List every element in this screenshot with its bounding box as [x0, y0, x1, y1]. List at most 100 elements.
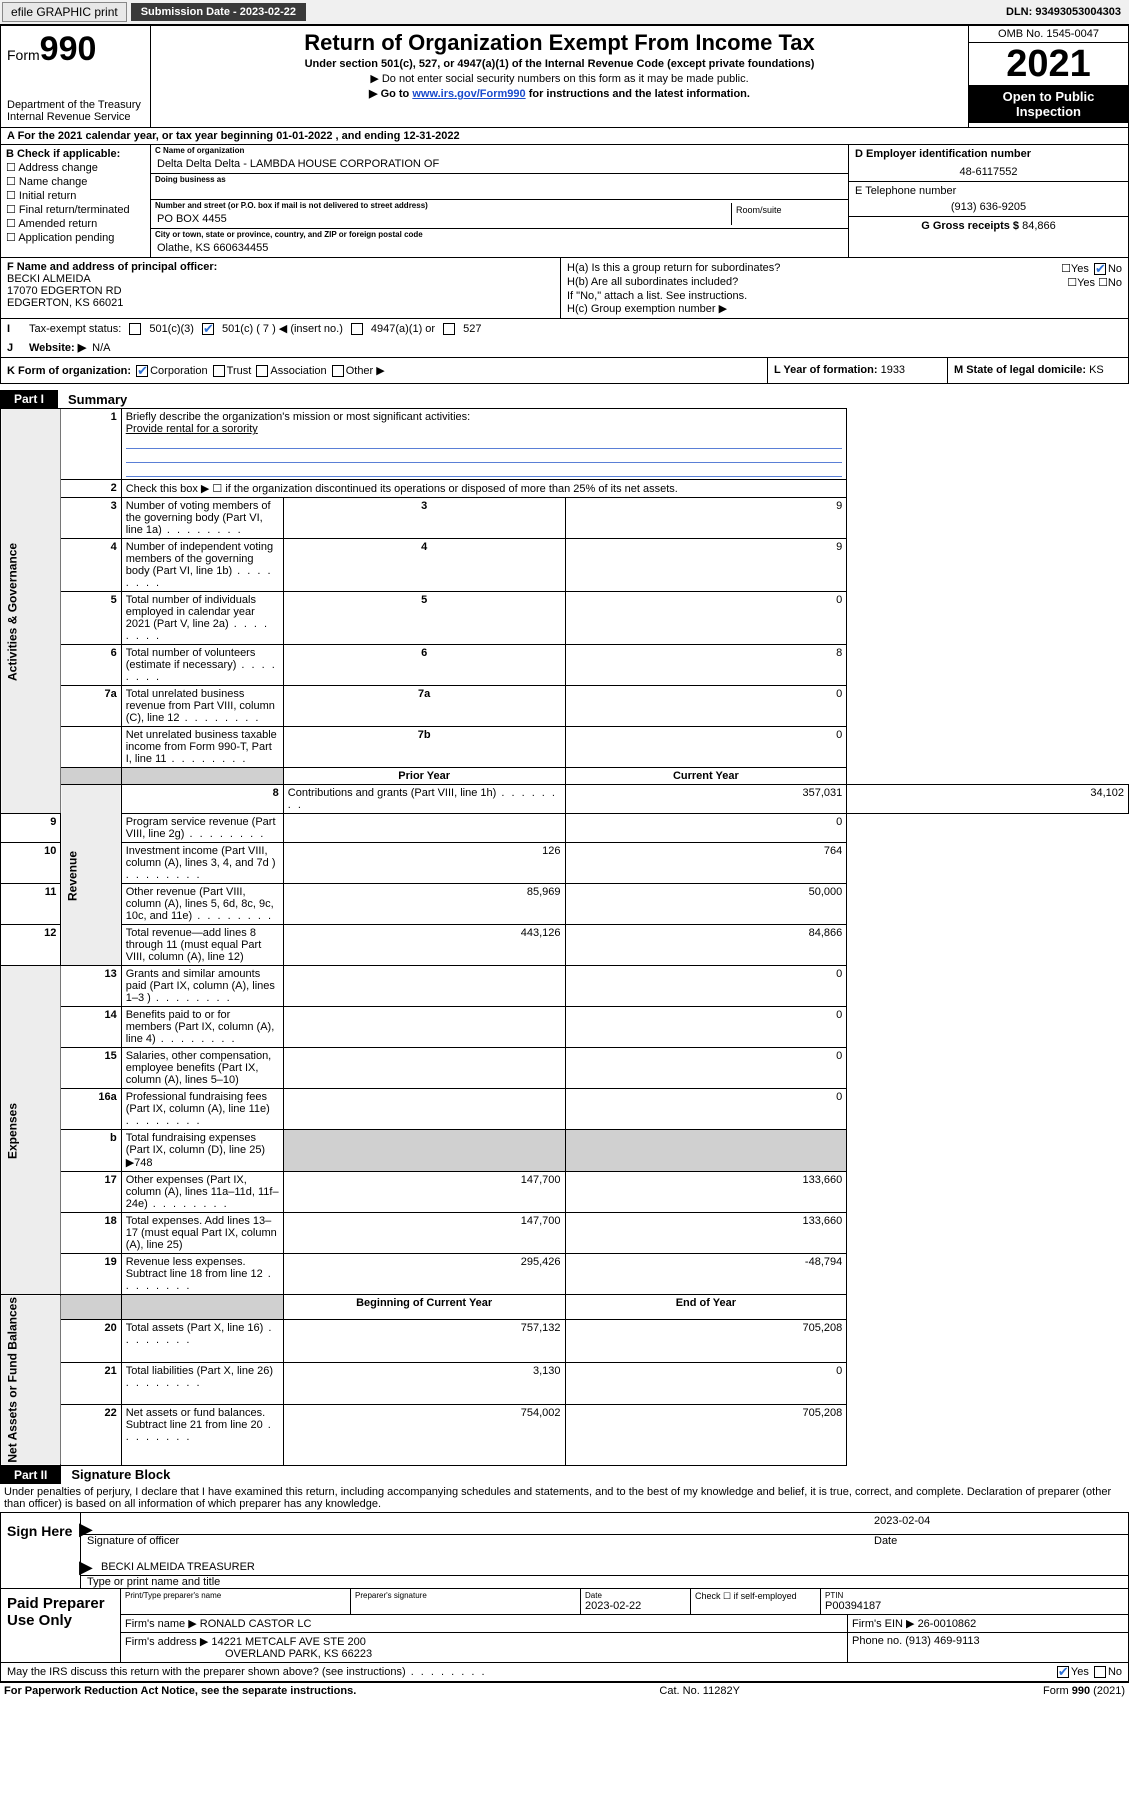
- sig-officer-lbl: Signature of officer: [87, 1535, 179, 1547]
- gross-receipts-value: 84,866: [1022, 220, 1056, 232]
- state-domicile-value: KS: [1089, 364, 1104, 376]
- website-value: N/A: [92, 342, 110, 354]
- opt-4947: 4947(a)(1) or: [371, 323, 435, 335]
- q1-text: Briefly describe the organization's miss…: [126, 411, 470, 423]
- hb-answer: ☐Yes ☐No: [1067, 276, 1122, 289]
- org-name: Delta Delta Delta - LAMBDA HOUSE CORPORA…: [157, 148, 842, 170]
- chk-4947[interactable]: [351, 323, 363, 335]
- cat-number: Cat. No. 11282Y: [659, 1685, 740, 1697]
- phone-label: E Telephone number: [855, 185, 1122, 197]
- efile-print-button[interactable]: efile GRAPHIC print: [2, 2, 127, 22]
- row-5: 5Total number of individuals employed in…: [1, 592, 1129, 645]
- part1-tag: Part I: [0, 390, 58, 408]
- chk-application-pending[interactable]: ☐ Application pending: [6, 231, 145, 244]
- line-a-tax-year: A For the 2021 calendar year, or tax yea…: [0, 128, 1129, 145]
- part1-title: Summary: [58, 392, 127, 407]
- dln-label: DLN: 93493053004303: [1006, 6, 1127, 18]
- officer-printed-name: BECKI ALMEIDA TREASURER: [87, 1553, 1122, 1573]
- ha-answer: ☐Yes No: [1061, 262, 1122, 275]
- form-prefix: Form: [7, 47, 40, 63]
- q2-num: 2: [61, 480, 121, 498]
- org-name-label: C Name of organization: [155, 146, 244, 155]
- ha-label: H(a) Is this a group return for subordin…: [567, 262, 780, 275]
- line-klm: K Form of organization: Corporation Trus…: [0, 358, 1129, 384]
- opt-527: 527: [463, 323, 481, 335]
- chk-association[interactable]: [256, 365, 268, 377]
- chk-address-change[interactable]: ☐ Address change: [6, 161, 145, 174]
- opt-501c3: 501(c)(3): [149, 323, 194, 335]
- top-bar: efile GRAPHIC print Submission Date - 20…: [0, 0, 1129, 24]
- q1-value: Provide rental for a sorority: [126, 423, 258, 435]
- chk-501c3[interactable]: [129, 323, 141, 335]
- prep-date-val: 2023-02-22: [585, 1600, 641, 1612]
- ein-label: D Employer identification number: [855, 148, 1122, 160]
- year-formation-value: 1933: [881, 364, 905, 376]
- hb-label: H(b) Are all subordinates included?: [567, 276, 738, 289]
- ptin-val: P00394187: [825, 1600, 881, 1612]
- col-end: End of Year: [565, 1295, 847, 1320]
- irs-label: Internal Revenue Service: [7, 111, 144, 123]
- chk-amended-return[interactable]: ☐ Amended return: [6, 217, 145, 230]
- header-left: Form990 Department of the Treasury Inter…: [1, 26, 151, 127]
- chk-501c[interactable]: [202, 323, 214, 335]
- part1-bar: Part I Summary: [0, 390, 1129, 408]
- prep-sig-lbl: Preparer's signature: [355, 1591, 576, 1600]
- form-note-2: ▶ Go to www.irs.gov/Form990 for instruct…: [159, 87, 960, 100]
- q1-cell: Briefly describe the organization's miss…: [121, 409, 847, 480]
- side-netassets: Net Assets or Fund Balances: [1, 1295, 61, 1466]
- state-domicile-label: M State of legal domicile:: [954, 364, 1086, 376]
- discuss-answer: Yes No: [1055, 1666, 1122, 1678]
- gross-receipts-label: G Gross receipts $: [921, 220, 1019, 232]
- chk-527[interactable]: [443, 323, 455, 335]
- dba-value: [157, 177, 842, 187]
- col-begin: Beginning of Current Year: [283, 1295, 565, 1320]
- chk-initial-return[interactable]: ☐ Initial return: [6, 189, 145, 202]
- row-6: 6Total number of volunteers (estimate if…: [1, 645, 1129, 686]
- room-suite-label: Room/suite: [732, 203, 842, 225]
- row-7b: Net unrelated business taxable income fr…: [1, 727, 1129, 768]
- dba-label: Doing business as: [155, 175, 226, 184]
- perjury-declaration: Under penalties of perjury, I declare th…: [0, 1484, 1129, 1512]
- officer-type-lbl: Type or print name and title: [87, 1576, 220, 1588]
- firm-addr-lbl: Firm's address ▶: [125, 1636, 208, 1648]
- q1-num: 1: [61, 409, 121, 480]
- part2-tag: Part II: [0, 1466, 61, 1484]
- opt-assoc: Association: [270, 365, 326, 377]
- open-inspection-badge: Open to Public Inspection: [969, 85, 1128, 123]
- section-f: F Name and address of principal officer:…: [1, 258, 561, 318]
- chk-trust[interactable]: [213, 365, 225, 377]
- form-header: Form990 Department of the Treasury Inter…: [0, 24, 1129, 128]
- col-prior: Prior Year: [283, 768, 565, 785]
- form-footer: Form 990 (2021): [1043, 1685, 1125, 1697]
- submission-date-badge: Submission Date - 2023-02-22: [131, 3, 306, 21]
- chk-name-change[interactable]: ☐ Name change: [6, 175, 145, 188]
- page-footer: For Paperwork Reduction Act Notice, see …: [0, 1682, 1129, 1699]
- form-org-label: K Form of organization:: [7, 365, 131, 377]
- section-h: H(a) Is this a group return for subordin…: [561, 258, 1128, 318]
- chk-other[interactable]: [332, 365, 344, 377]
- self-employed-check[interactable]: Check ☐ if self-employed: [691, 1589, 821, 1614]
- side-revenue: Revenue: [61, 785, 121, 966]
- firm-phone-lbl: Phone no.: [852, 1635, 902, 1647]
- website-label: Website: ▶: [29, 341, 86, 354]
- chk-corporation[interactable]: [136, 365, 148, 377]
- ha-no-check: [1094, 263, 1106, 275]
- firm-name-val: RONALD CASTOR LC: [200, 1618, 312, 1630]
- row-header-years: Prior Year Current Year: [1, 768, 1129, 785]
- sig-date-lbl: Date: [874, 1535, 897, 1547]
- chk-final-return[interactable]: ☐ Final return/terminated: [6, 203, 145, 216]
- phone-value: (913) 636-9205: [855, 201, 1122, 213]
- pra-notice: For Paperwork Reduction Act Notice, see …: [4, 1685, 356, 1697]
- note2-post: for instructions and the latest informat…: [526, 88, 750, 100]
- form990-link[interactable]: www.irs.gov/Form990: [412, 88, 525, 100]
- section-b-to-g: B Check if applicable: ☐ Address change …: [0, 145, 1129, 258]
- year-formation-label: L Year of formation:: [774, 364, 878, 376]
- firm-name-lbl: Firm's name ▶: [125, 1618, 197, 1630]
- line-j: J Website: ▶ N/A: [0, 338, 1129, 358]
- section-d-e-g: D Employer identification number 48-6117…: [848, 145, 1128, 257]
- firm-ein-val: 26-0010862: [918, 1618, 977, 1630]
- note2-pre: ▶ Go to: [369, 88, 412, 100]
- tax-exempt-label: Tax-exempt status:: [29, 323, 121, 335]
- sig-date: 2023-02-04: [868, 1513, 1128, 1535]
- prep-date-lbl2: Date: [585, 1591, 686, 1600]
